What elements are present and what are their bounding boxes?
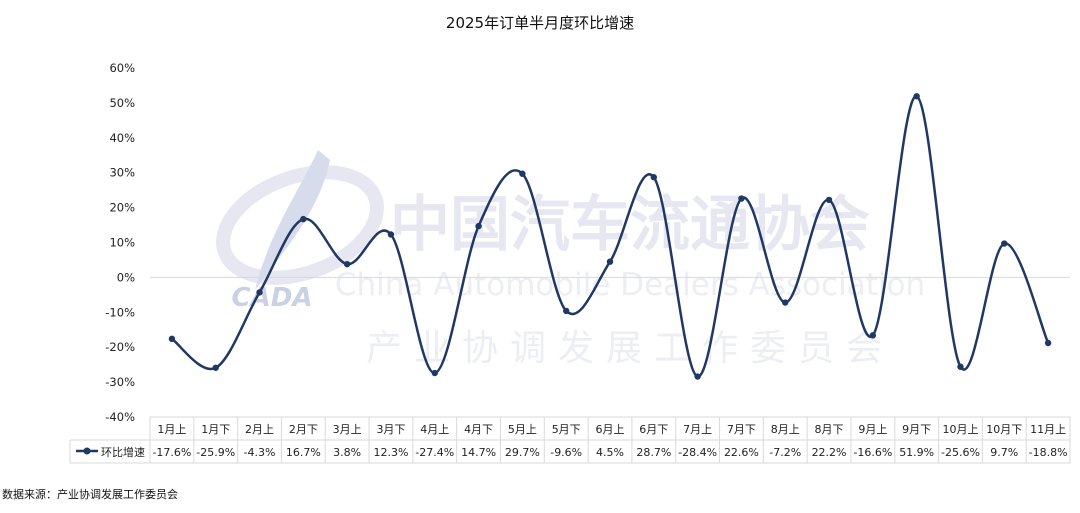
x-tick-label: 2月下: [289, 423, 318, 436]
y-tick-label: -30%: [105, 375, 135, 389]
data-point-6月上: [606, 258, 614, 265]
x-tick-label: 10月下: [986, 423, 1022, 436]
data-label: -18.8%: [1029, 446, 1068, 459]
x-tick-label: 9月上: [858, 423, 887, 436]
data-label: 51.9%: [899, 446, 934, 459]
data-label: 12.3%: [373, 446, 408, 459]
watermark: CADA 中国汽车流通协会 China Automobile Dealers Ass…: [216, 150, 925, 369]
watermark-en-name: China Automobile Dealers Association: [335, 267, 925, 303]
data-point-4月下: [475, 222, 482, 230]
x-tick-label: 5月下: [552, 423, 581, 436]
data-label: -25.9%: [196, 446, 235, 459]
x-tick-label: 10月上: [942, 423, 978, 436]
data-label: 3.8%: [333, 446, 361, 459]
data-label: 14.7%: [461, 446, 496, 459]
y-tick-label: -20%: [105, 340, 135, 354]
x-tick-label: 6月上: [596, 423, 625, 436]
x-tick-label: 3月下: [376, 423, 405, 436]
x-tick-label: 9月下: [902, 423, 931, 436]
y-tick-label: 60%: [109, 61, 135, 75]
watermark-cn-name: 中国汽车流通协会: [390, 190, 870, 260]
y-tick-label: 0%: [117, 270, 135, 284]
data-point-8月下: [825, 196, 833, 204]
data-label: -16.6%: [853, 446, 892, 459]
x-tick-label: 11月上: [1030, 423, 1066, 436]
y-tick-label: -10%: [105, 305, 135, 319]
x-tick-label: 5月上: [508, 423, 537, 436]
data-point-3月上: [343, 260, 351, 268]
data-label: -9.6%: [550, 446, 582, 459]
data-label: 29.7%: [505, 446, 540, 459]
data-label: -27.4%: [415, 446, 454, 459]
data-label: 22.6%: [724, 446, 759, 459]
data-label: -28.4%: [678, 446, 717, 459]
y-tick-label: 50%: [109, 96, 135, 110]
data-point-3月下: [387, 231, 395, 238]
data-point-8月上: [782, 299, 789, 306]
x-tick-label: 7月下: [727, 423, 756, 436]
chart-title: 2025年订单半月度环比增速: [445, 14, 635, 32]
data-point-9月下: [913, 93, 920, 100]
data-point-9月上: [869, 332, 877, 339]
data-point-2月下: [300, 215, 307, 223]
data-label: -17.6%: [152, 446, 191, 459]
x-tick-label: 6月下: [639, 423, 668, 436]
watermark-committee: 产业协调发展工作委员会: [366, 328, 894, 369]
line-chart: CADA 中国汽车流通协会 China Automobile Dealers Ass…: [69, 61, 1071, 464]
data-point-11月上: [1044, 339, 1052, 347]
data-point-5月上: [519, 170, 526, 177]
x-tick-label: 4月下: [464, 423, 493, 436]
y-tick-label: -40%: [105, 410, 135, 424]
data-label: 9.7%: [990, 446, 1018, 459]
data-point-6月下: [650, 174, 658, 181]
watermark-logo-flame: [255, 150, 330, 290]
legend-label: 环比增速: [101, 445, 145, 459]
data-point-7月上: [694, 373, 701, 380]
data-label: 4.5%: [596, 446, 624, 459]
data-label: -4.3%: [244, 446, 276, 459]
x-tick-label: 3月上: [333, 423, 362, 436]
x-tick-label: 2月上: [245, 423, 274, 436]
data-point-4月上: [431, 369, 438, 377]
data-label: -25.6%: [941, 446, 980, 459]
data-point-7月下: [738, 195, 745, 202]
data-table: 1月上 -17.6% 1月下 -25.9% 2月上 -4.3% 2月下 16.7% 3月上 3.8…: [69, 416, 1071, 464]
data-label: 22.2%: [812, 446, 847, 459]
y-tick-label: 40%: [109, 131, 135, 145]
y-tick-label: 10%: [109, 236, 135, 250]
data-label: -7.2%: [769, 446, 801, 459]
x-tick-label: 7月上: [683, 423, 712, 436]
x-tick-label: 8月上: [771, 423, 800, 436]
x-tick-label: 4月上: [420, 423, 449, 436]
plot-area: [168, 93, 1052, 380]
data-point-1月下: [212, 364, 219, 371]
data-point-10月上: [957, 363, 964, 370]
data-point-10月下: [1001, 240, 1008, 247]
watermark-logo-ring: [216, 165, 384, 285]
y-tick-label: 20%: [109, 201, 135, 215]
x-tick-label: 1月下: [201, 423, 230, 436]
watermark-logo-text: CADA: [232, 283, 313, 313]
data-point-5月下: [562, 307, 570, 315]
source-note: 数据来源：产业协调发展工作委员会: [2, 488, 178, 501]
data-point-2月上: [256, 289, 263, 296]
y-axis: -40% -30% -20% -10% 0% 10% 20% 30% 40% 50% 60%: [105, 61, 1070, 424]
x-tick-label: 8月下: [815, 423, 844, 436]
y-tick-label: 30%: [109, 166, 135, 180]
x-tick-label: 1月上: [157, 423, 186, 436]
data-label: 16.7%: [286, 446, 321, 459]
legend-marker: [83, 447, 91, 455]
data-label: 28.7%: [636, 446, 671, 459]
data-point-1月上: [168, 335, 176, 343]
